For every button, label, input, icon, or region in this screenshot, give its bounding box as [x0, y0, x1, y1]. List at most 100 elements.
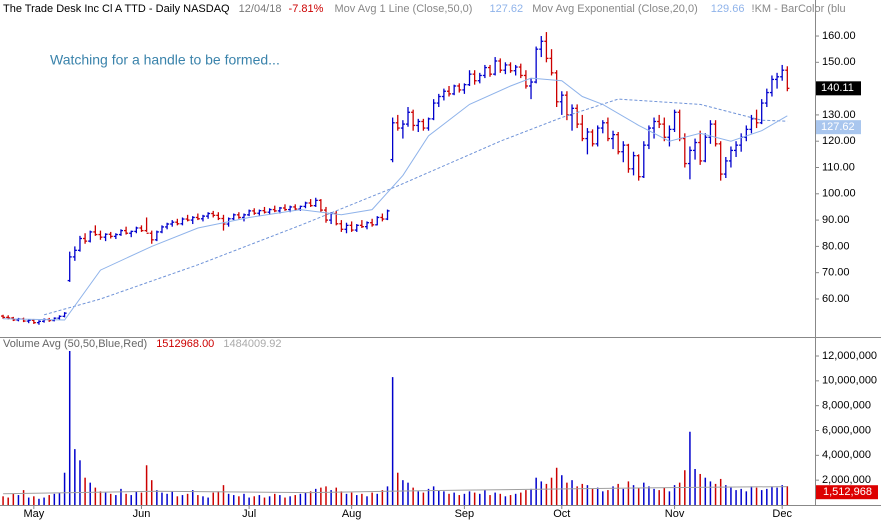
price-bar [400, 120, 405, 139]
change: -7.81% [289, 3, 324, 15]
price-bar [452, 84, 457, 96]
price-bar [595, 125, 600, 147]
price-bar [780, 64, 785, 81]
price-bar [508, 62, 513, 73]
date: 12/04/18 [239, 3, 282, 15]
price-bar [528, 78, 534, 100]
price-bar [175, 218, 180, 226]
price-bar [431, 99, 436, 121]
last-volume-label: 1,512,968 [823, 486, 872, 498]
price-bar [416, 118, 421, 133]
header: The Trade Desk Inc Cl A TTD - Daily NASD… [3, 3, 846, 15]
last-price-label-box [816, 81, 861, 96]
volume-average [3, 486, 788, 495]
price-bar [667, 125, 672, 147]
price-bar [247, 209, 252, 217]
last-price-label: 140.11 [821, 82, 854, 94]
price-bar [636, 154, 641, 181]
price-bar [139, 225, 144, 232]
price-bar [728, 146, 733, 168]
price-bar [354, 224, 359, 232]
price-bar [713, 120, 718, 147]
price-bar [621, 141, 626, 163]
price-bar [98, 230, 103, 240]
price-bar [441, 88, 446, 101]
price-bar [775, 72, 780, 89]
price-bar [170, 220, 175, 227]
price-bar [472, 70, 477, 85]
price-bar [569, 104, 575, 131]
price-bar [585, 128, 590, 155]
price-bar [144, 217, 149, 234]
price-bar [610, 130, 616, 150]
last-volume-box [816, 485, 878, 500]
symbol: The Trade Desk Inc Cl A TTD - Daily NASD… [3, 3, 230, 15]
price-bar [195, 213, 200, 221]
volume-tick-label: 4,000,000 [822, 449, 871, 461]
price-bar [272, 205, 277, 213]
price-bar [349, 221, 354, 232]
volume-value: 1512968.00 [156, 338, 214, 350]
x-tick-label: Jul [242, 508, 256, 520]
price-bar [687, 146, 692, 180]
volume-title: Volume Avg (50,50,Blue,Red) [3, 338, 147, 350]
volume-tick-label: 6,000,000 [822, 424, 871, 436]
price-bar [72, 246, 77, 261]
price-bar [165, 222, 170, 230]
price-bar [544, 32, 549, 63]
price-bar [718, 141, 723, 181]
price-bar [652, 117, 657, 139]
price-bar [370, 218, 375, 227]
price-bar [149, 230, 154, 244]
sma-label-box [816, 120, 861, 135]
price-bar [113, 233, 118, 240]
price-bar [67, 251, 72, 282]
price-bar [467, 70, 472, 86]
price-bar [231, 213, 236, 221]
price-bar [482, 64, 487, 79]
price-bar [190, 216, 195, 225]
ema-value: 129.66 [711, 3, 745, 15]
price-bar [62, 312, 67, 318]
price-bar [108, 231, 113, 239]
x-tick-label: Oct [553, 508, 570, 520]
price-bar [103, 233, 108, 242]
price-bar [436, 93, 441, 108]
price-bar [616, 132, 621, 155]
price-bar [539, 36, 544, 58]
price-bar [744, 125, 749, 142]
price-bar [518, 63, 523, 79]
price-bar [344, 222, 349, 234]
price-bar [216, 212, 221, 221]
price-bar [385, 209, 390, 221]
price-bar [1, 314, 6, 319]
price-bar [672, 109, 677, 133]
sma-value: 127.62 [490, 3, 524, 15]
x-tick-label: Aug [342, 508, 362, 520]
price-bar [293, 204, 298, 211]
y-tick-label: 70.00 [822, 267, 850, 279]
y-tick-label: 120.00 [822, 135, 856, 147]
price-bar [405, 107, 411, 127]
price-bar [308, 199, 313, 207]
y-tick-label: 110.00 [822, 161, 855, 173]
y-tick-label: 150.00 [822, 56, 856, 68]
y-tick-label: 60.00 [822, 293, 850, 305]
price-bar [662, 117, 667, 142]
price-bar [390, 117, 395, 163]
price-bar [493, 57, 498, 76]
price-bar [580, 114, 585, 142]
barcolor: !KM - BarColor (blu [752, 3, 846, 15]
price-bar [303, 201, 308, 209]
price-bar [26, 319, 31, 324]
volume-header: Volume Avg (50,50,Blue,Red) 1512968.00 1… [3, 338, 282, 350]
y-tick-label: 100.00 [822, 188, 856, 200]
price-bar [590, 129, 595, 147]
price-bar [759, 99, 764, 125]
price-bar [124, 226, 129, 235]
x-tick-label: May [23, 508, 44, 520]
volume-tick-label: 12,000,000 [822, 350, 877, 362]
price-bar [36, 320, 42, 325]
price-bar [503, 62, 508, 75]
